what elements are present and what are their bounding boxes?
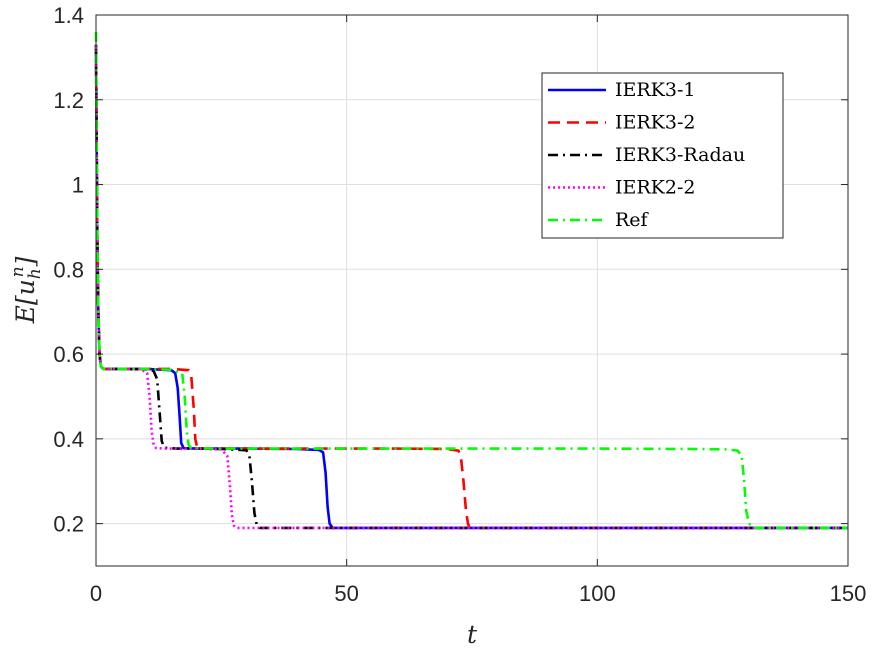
y-tick-label: 1.2 (53, 88, 84, 113)
plot-frame (95, 14, 849, 567)
y-tick-label: 1.4 (53, 3, 84, 28)
legend-label: IERK2-2 (615, 177, 695, 199)
legend-box (541, 72, 784, 239)
y-tick-label: 0.6 (53, 342, 84, 367)
x-axis-label: t (467, 620, 478, 649)
y-tick-label: 1 (72, 173, 84, 198)
legend-label: IERK3-Radau (615, 144, 745, 166)
legend: IERK3-1 IERK3-2 IERK3-Radau IERK2-2 Ref (541, 72, 784, 239)
axis-ticks (95, 14, 849, 566)
tick-labels: 0 50 100 150 0.2 0.4 0.6 0.8 1 1.2 1.4 (53, 3, 866, 606)
legend-label: Ref (615, 209, 650, 231)
svg-text:E[uhn]: E[uhn] (8, 256, 45, 324)
y-tick-label: 0.8 (53, 257, 84, 282)
y-tick-label: 0.2 (53, 512, 84, 537)
series-layer (94, 31, 848, 530)
x-tick-label: 50 (334, 581, 358, 606)
legend-label: IERK3-1 (615, 79, 695, 101)
x-tick-label: 150 (830, 581, 867, 606)
x-tick-label: 0 (90, 581, 102, 606)
series-line-ref (94, 31, 848, 530)
series-line-ierk2-2 (94, 44, 848, 530)
x-tick-label: 100 (579, 581, 616, 606)
y-tick-label: 0.4 (53, 427, 84, 452)
legend-label: IERK3-2 (615, 112, 695, 134)
y-axis-label: E[uhn] (8, 256, 45, 324)
